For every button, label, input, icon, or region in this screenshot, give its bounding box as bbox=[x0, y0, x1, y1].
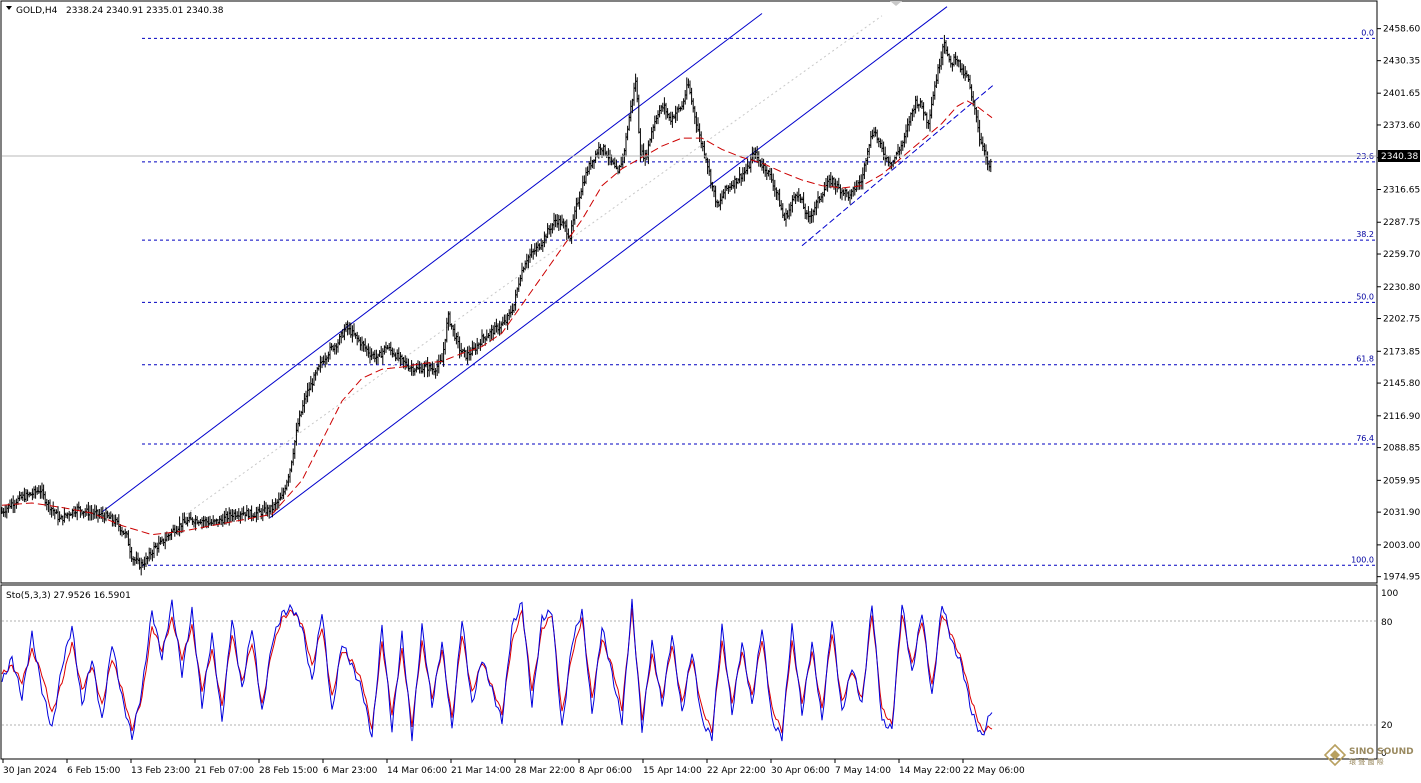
menu-triangle-icon[interactable] bbox=[6, 6, 12, 10]
price-tick-label: 2088.85 bbox=[1383, 444, 1420, 454]
price-tick-label: 2059.95 bbox=[1383, 476, 1420, 486]
price-tick-label: 2031.90 bbox=[1383, 508, 1420, 518]
time-tick-label: 14 May 22:00 bbox=[899, 766, 961, 776]
price-tick-label: 2287.75 bbox=[1383, 218, 1420, 228]
time-tick-label: 28 Feb 15:00 bbox=[259, 766, 318, 776]
watermark-sub: 環 聲 國 際 bbox=[1349, 757, 1384, 766]
fib-level-label: 38.2 bbox=[1356, 230, 1374, 239]
osc-level-20: 20 bbox=[1381, 721, 1393, 731]
channel-lower-line bbox=[269, 6, 948, 519]
fib-level-label: 61.8 bbox=[1356, 355, 1374, 364]
watermark-brand: SINO SOUND bbox=[1349, 747, 1414, 757]
moving-average bbox=[1, 100, 993, 536]
price-tick-label: 2003.00 bbox=[1383, 541, 1420, 551]
price-tick-label: 2401.65 bbox=[1383, 89, 1420, 99]
short-trend-line bbox=[801, 83, 996, 247]
price-tick-label: 2173.85 bbox=[1383, 347, 1420, 357]
time-tick-label: 15 Apr 14:00 bbox=[643, 766, 702, 776]
price-axis[interactable]: 2458.602430.352401.652373.602344.702316.… bbox=[1376, 1, 1420, 583]
price-bars bbox=[0, 34, 993, 576]
time-tick-label: 30 Apr 06:00 bbox=[771, 766, 830, 776]
time-tick-label: 13 Feb 23:00 bbox=[131, 766, 190, 776]
price-tick-label: 2316.65 bbox=[1383, 185, 1420, 195]
time-tick-label: 6 Feb 15:00 bbox=[67, 766, 121, 776]
fib-level-label: 50.0 bbox=[1356, 292, 1374, 301]
price-tick-label: 1974.95 bbox=[1383, 573, 1420, 583]
osc-level-0: 0 bbox=[1381, 749, 1387, 759]
fib-level-label: 100.0 bbox=[1351, 555, 1374, 564]
stochastic-oscillator bbox=[1, 598, 993, 742]
time-axis[interactable]: 30 Jan 2024 6 Feb 15:00 13 Feb 23:00 21 Feb… bbox=[2, 759, 1025, 776]
fib-level-label: 76.4 bbox=[1356, 434, 1374, 443]
diamond-logo-icon bbox=[1323, 743, 1347, 767]
oscillator-title: Sto(5,3,3) 27.9526 16.5901 bbox=[6, 591, 131, 601]
price-tick-label: 2430.35 bbox=[1383, 57, 1420, 67]
time-tick-label: 28 Mar 22:00 bbox=[515, 766, 575, 776]
time-tick-label: 6 Mar 23:00 bbox=[323, 766, 378, 776]
time-tick-label: 22 Apr 22:00 bbox=[707, 766, 766, 776]
time-tick-label: 7 May 14:00 bbox=[835, 766, 891, 776]
price-tick-label: 2145.80 bbox=[1383, 379, 1420, 389]
price-tick-label: 2458.60 bbox=[1383, 25, 1420, 35]
current-price-box bbox=[1378, 150, 1420, 162]
price-tick-label: 2373.60 bbox=[1383, 121, 1420, 131]
time-tick-label: 30 Jan 2024 bbox=[3, 766, 57, 776]
price-tick-label: 2116.90 bbox=[1383, 412, 1420, 422]
regression-channel[interactable] bbox=[101, 6, 996, 519]
main-pane-frame bbox=[0, 0, 1378, 584]
ohlc-readout: 2338.24 2340.91 2335.01 2340.38 bbox=[66, 6, 224, 16]
time-tick-label: 21 Feb 07:00 bbox=[195, 766, 254, 776]
symbol-label: GOLD,H4 bbox=[16, 6, 58, 16]
stochastic-main-line bbox=[1, 598, 993, 742]
fib-level-label: 0.0 bbox=[1361, 28, 1374, 37]
period-marker-icon bbox=[890, 1, 902, 6]
time-tick-label: 21 Mar 14:00 bbox=[451, 766, 511, 776]
price-tick-label: 2202.75 bbox=[1383, 315, 1420, 325]
channel-upper-line bbox=[101, 13, 763, 513]
sinosound-logo: SINO SOUND 環 聲 國 際 bbox=[1323, 743, 1415, 767]
moving-average-line bbox=[1, 100, 993, 536]
osc-level-80: 80 bbox=[1381, 618, 1393, 628]
osc-level-100: 100 bbox=[1381, 589, 1398, 599]
price-tick-label: 2259.70 bbox=[1383, 250, 1420, 260]
current-price-value: 2340.38 bbox=[1381, 152, 1418, 162]
price-tick-label: 2230.80 bbox=[1383, 283, 1420, 293]
time-tick-label: 8 Apr 06:00 bbox=[579, 766, 632, 776]
time-tick-label: 14 Mar 06:00 bbox=[387, 766, 447, 776]
time-tick-label: 22 May 06:00 bbox=[963, 766, 1025, 776]
